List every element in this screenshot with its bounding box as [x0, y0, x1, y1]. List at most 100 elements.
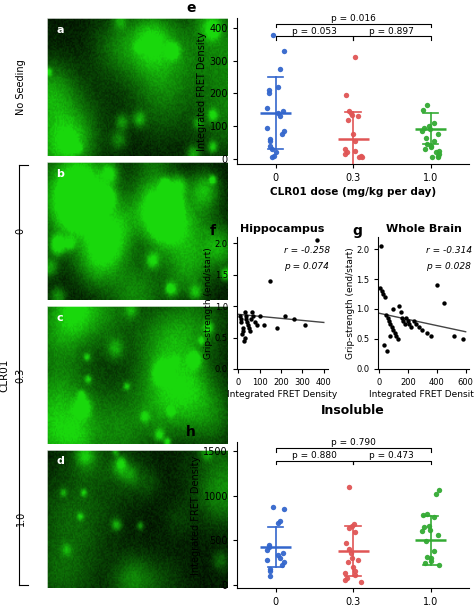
Point — [416, 322, 423, 332]
Point — [434, 130, 442, 139]
Point — [240, 336, 248, 345]
Point — [249, 311, 257, 321]
Point — [426, 521, 433, 531]
Point — [351, 53, 359, 62]
Text: b: b — [56, 169, 64, 179]
Point — [351, 146, 359, 156]
Point — [394, 334, 401, 344]
Point — [386, 331, 393, 341]
Point — [428, 153, 436, 162]
Point — [254, 320, 261, 330]
Point — [430, 118, 438, 128]
Y-axis label: Integrated FRET Density: Integrated FRET Density — [197, 32, 207, 151]
Point — [355, 112, 362, 121]
Point — [273, 323, 281, 333]
Title: Hippocampus: Hippocampus — [240, 224, 325, 233]
Point — [423, 328, 430, 338]
Point — [266, 571, 273, 581]
Point — [268, 144, 276, 154]
Point — [244, 320, 252, 330]
Point — [428, 556, 435, 566]
Point — [237, 314, 245, 324]
Point — [387, 319, 394, 329]
Point — [246, 327, 254, 336]
Point — [385, 316, 393, 326]
Point — [344, 115, 351, 124]
Text: h: h — [186, 425, 196, 439]
Text: p = 0.074: p = 0.074 — [284, 262, 329, 271]
Point — [301, 320, 308, 330]
Point — [270, 502, 277, 512]
Point — [355, 555, 362, 565]
Point — [351, 570, 359, 580]
Point — [274, 82, 282, 92]
Point — [279, 548, 286, 558]
Point — [343, 90, 350, 100]
Point — [430, 513, 438, 522]
Point — [430, 547, 438, 556]
Point — [314, 235, 321, 245]
Point — [422, 536, 430, 546]
Point — [274, 108, 282, 118]
Text: CLR01: CLR01 — [0, 358, 10, 391]
Point — [423, 100, 431, 110]
Point — [434, 151, 442, 161]
Point — [348, 521, 356, 531]
Point — [407, 322, 414, 332]
Point — [421, 558, 428, 568]
Point — [421, 144, 428, 154]
Point — [350, 562, 357, 572]
Point — [422, 133, 430, 142]
Point — [418, 526, 426, 536]
Point — [427, 125, 434, 135]
Text: f: f — [210, 224, 216, 238]
Point — [384, 313, 392, 323]
Point — [383, 346, 391, 356]
Point — [348, 553, 356, 563]
Point — [351, 566, 359, 576]
Point — [348, 110, 356, 119]
Point — [281, 557, 288, 567]
Point — [395, 301, 403, 311]
Point — [264, 545, 271, 555]
Point — [290, 314, 298, 324]
Point — [419, 325, 426, 335]
Point — [341, 568, 348, 578]
Point — [266, 564, 274, 574]
Point — [278, 561, 286, 570]
Point — [427, 141, 435, 151]
Point — [413, 319, 420, 329]
Text: p = 0.897: p = 0.897 — [369, 27, 414, 36]
Point — [276, 112, 283, 121]
Text: 0: 0 — [16, 228, 26, 234]
Text: r = -0.314: r = -0.314 — [426, 247, 472, 255]
Point — [245, 323, 253, 333]
Point — [276, 553, 283, 563]
Point — [418, 126, 426, 136]
X-axis label: CLR01 dose (mg/kg per day): CLR01 dose (mg/kg per day) — [270, 187, 436, 197]
Point — [435, 153, 442, 162]
Point — [419, 105, 427, 115]
Text: 1.0: 1.0 — [16, 511, 26, 527]
Text: p = 0.053: p = 0.053 — [292, 27, 337, 36]
Point — [341, 575, 349, 585]
Point — [397, 307, 404, 317]
Point — [436, 146, 443, 156]
Point — [380, 340, 388, 350]
Point — [400, 316, 407, 326]
Point — [402, 313, 410, 323]
Point — [265, 85, 273, 95]
Point — [423, 551, 431, 561]
Text: No Seeding: No Seeding — [16, 59, 26, 115]
Point — [427, 331, 435, 341]
Y-axis label: Integrated FRET Density: Integrated FRET Density — [191, 455, 201, 574]
Point — [255, 311, 263, 321]
Point — [242, 311, 249, 321]
Point — [248, 308, 256, 318]
X-axis label: Integrated FRET Density: Integrated FRET Density — [228, 390, 337, 399]
Point — [278, 130, 286, 139]
Point — [436, 485, 443, 495]
Point — [404, 316, 411, 326]
Point — [266, 136, 273, 146]
Point — [263, 555, 271, 565]
